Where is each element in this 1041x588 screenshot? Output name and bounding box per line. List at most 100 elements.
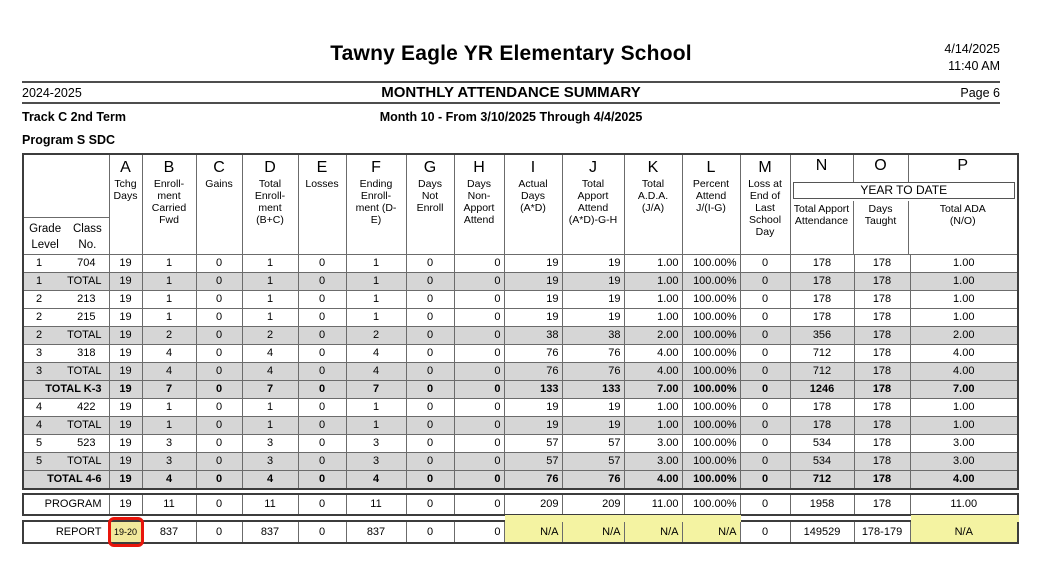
- row-label: 422: [77, 401, 96, 413]
- cell-N: 1246: [789, 380, 855, 399]
- cell-K: 1.00: [623, 272, 683, 291]
- cell-D: 11: [241, 493, 299, 516]
- cell-K: 4.00: [623, 362, 683, 381]
- cell-G: 0: [405, 416, 455, 435]
- cell-P: 4.00: [909, 362, 1019, 381]
- cell-D: 4: [241, 344, 299, 363]
- grade-class-labels: Grade Level Class No.: [24, 217, 108, 254]
- column-header-K: K Total A.D.A. (J/A): [623, 153, 683, 255]
- cell-B: 7: [141, 380, 197, 399]
- cell-O: 178: [853, 272, 911, 291]
- cell-F: 1: [345, 290, 407, 309]
- cell-F: 4: [345, 362, 407, 381]
- row-label: TOTAL: [67, 455, 102, 467]
- cell-J: 38: [561, 326, 625, 345]
- report-total-table: REPORT 19-20 837 0 837 0 837 0 0 N/A N/A N/A N/A 0 149…: [22, 517, 1019, 547]
- row-label: REPORT: [55, 526, 102, 538]
- cell-N: 178: [789, 416, 855, 435]
- grade-level-value: 4: [35, 419, 43, 431]
- grade-class-cell: 4 422: [22, 398, 110, 417]
- group-total-row: TOTAL K-3 19 7 0 7 0 7 0 0 133 133 7.00 100.00% 0 1246…: [22, 380, 1019, 399]
- grade-class-cell: TOTAL K-3: [22, 380, 110, 399]
- report-datetime: 4/14/2025 11:40 AM: [944, 41, 1000, 74]
- cell-I: 19: [503, 398, 563, 417]
- report-title: MONTHLY ATTENDANCE SUMMARY: [381, 84, 641, 101]
- cell-I: 57: [503, 452, 563, 471]
- cell-H: 0: [453, 416, 505, 435]
- cell-P: 1.00: [909, 272, 1019, 291]
- cell-J: 19: [561, 416, 625, 435]
- cell-G: 0: [405, 452, 455, 471]
- cell-I: 19: [503, 272, 563, 291]
- cell-I: 209: [503, 493, 563, 516]
- cell-G: 0: [405, 308, 455, 327]
- cell-G: 0: [405, 398, 455, 417]
- grade-class-cell: 2 TOTAL: [22, 326, 110, 345]
- cell-C: 0: [195, 290, 243, 309]
- report-time: 11:40 AM: [948, 58, 1000, 73]
- class-row: 2 213 19 1 0 1 0 1 0 0 19 19 1.00 100.00% 0 178 178 1.00: [22, 290, 1019, 309]
- row-label: TOTAL: [67, 329, 102, 341]
- cell-M: 0: [739, 452, 791, 471]
- column-header-B: B Enroll- ment Carried Fwd: [141, 153, 197, 255]
- table-header-row: Grade Level Class No. A Tchg Days B Enroll-…: [22, 153, 1019, 255]
- cell-G: 0: [405, 272, 455, 291]
- cell-C: 0: [195, 398, 243, 417]
- cell-B: 4: [141, 362, 197, 381]
- cell-B: 1: [141, 416, 197, 435]
- cell-I: 133: [503, 380, 563, 399]
- cell-H: 0: [453, 398, 505, 417]
- cell-L: 100.00%: [681, 344, 741, 363]
- cell-H: 0: [453, 344, 505, 363]
- grade-class-cell: 1 704: [22, 254, 110, 273]
- column-header-C: C Gains: [195, 153, 243, 255]
- cell-G: 0: [405, 326, 455, 345]
- cell-N: 534: [789, 452, 855, 471]
- cell-N: 178: [789, 272, 855, 291]
- cell-I: 19: [503, 290, 563, 309]
- grade-level-value: 1: [35, 275, 43, 287]
- column-header-G: G Days Not Enroll: [405, 153, 455, 255]
- report-total-section: REPORT 19-20 837 0 837 0 837 0 0 N/A N/A N/A N/A 0 149…: [22, 515, 1021, 547]
- cell-B: 11: [141, 493, 197, 516]
- cell-E: 0: [297, 493, 347, 516]
- cell-J: 19: [561, 272, 625, 291]
- cell-C: 0: [195, 520, 243, 544]
- column-header-E: E Losses: [297, 153, 347, 255]
- cell-B: 3: [141, 434, 197, 453]
- program-total-row: PROGRAM 19 11 0 11 0 11 0 0 209 209 11.00 100.00% 0 19…: [22, 493, 1019, 516]
- cell-L: 100.00%: [681, 362, 741, 381]
- cell-E: 0: [297, 434, 347, 453]
- cell-K: 1.00: [623, 254, 683, 273]
- grade-total-row: 2 TOTAL 19 2 0 2 0 2 0 0 38 38 2.00 100.00% 0 356 178 2.0…: [22, 326, 1019, 345]
- program-total-table: PROGRAM 19 11 0 11 0 11 0 0 209 209 11.00 100.00% 0 19…: [22, 493, 1019, 516]
- cell-A: 19: [108, 398, 143, 417]
- cell-F: 4: [345, 470, 407, 490]
- cell-L: 100.00%: [681, 452, 741, 471]
- cell-J: 19: [561, 308, 625, 327]
- cell-B: 1: [141, 290, 197, 309]
- cell-M: 0: [739, 470, 791, 490]
- cell-P: 7.00: [909, 380, 1019, 399]
- grade-class-cell: 4 TOTAL: [22, 416, 110, 435]
- cell-J: 57: [561, 434, 625, 453]
- cell-J: 209: [561, 493, 625, 516]
- cell-G: 0: [405, 254, 455, 273]
- grade-level-value: 1: [35, 257, 43, 269]
- cell-B: 837: [141, 520, 197, 544]
- grade-level-value: 5: [35, 437, 43, 449]
- cell-J: 57: [561, 452, 625, 471]
- cell-E: 0: [297, 520, 347, 544]
- cell-H: 0: [453, 493, 505, 516]
- grade-level-label: Grade Level: [24, 221, 66, 254]
- grade-total-row: 5 TOTAL 19 3 0 3 0 3 0 0 57 57 3.00 100.00% 0 534 178 3.0…: [22, 452, 1019, 471]
- cell-M: 0: [739, 344, 791, 363]
- cell-J: 19: [561, 254, 625, 273]
- cell-E: 0: [297, 344, 347, 363]
- cell-J: 76: [561, 362, 625, 381]
- cell-N: 712: [789, 362, 855, 381]
- cell-I: 76: [503, 470, 563, 490]
- cell-F: 1: [345, 272, 407, 291]
- cell-P: 1.00: [909, 308, 1019, 327]
- cell-M: 0: [739, 493, 791, 516]
